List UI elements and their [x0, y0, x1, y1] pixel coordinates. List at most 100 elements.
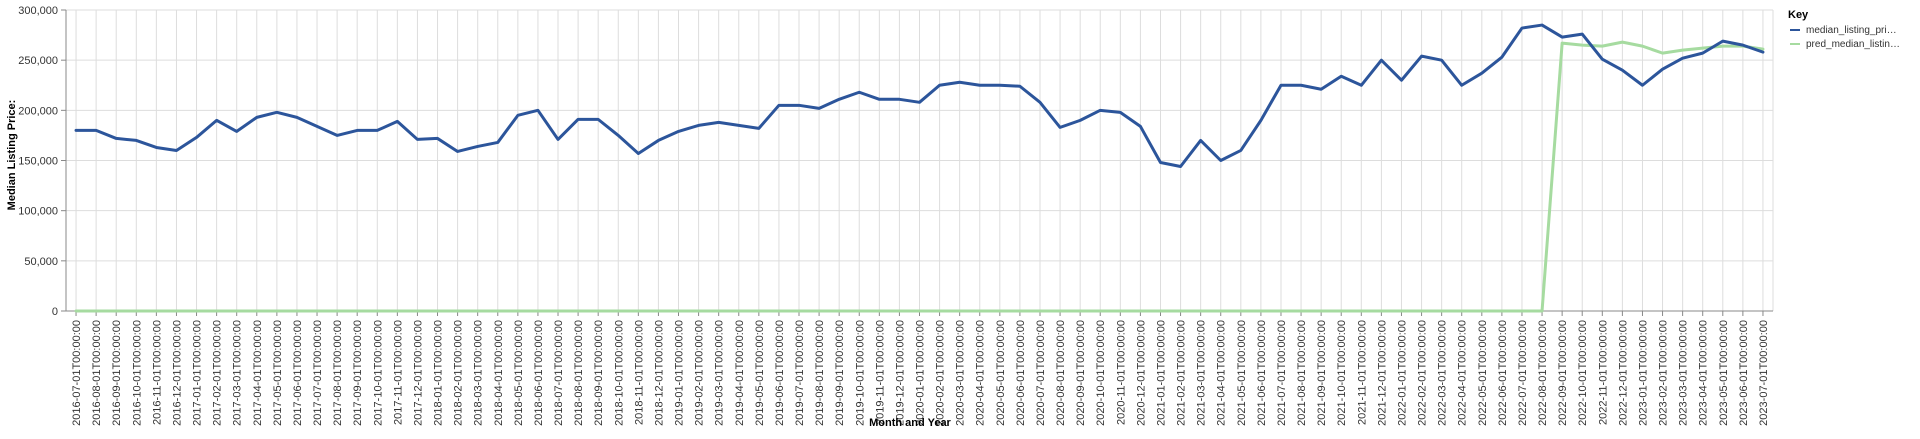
x-tick-label: 2019-05-01T00:00:00 [754, 320, 766, 426]
x-tick-label: 2020-09-01T00:00:00 [1075, 320, 1087, 426]
x-tick-label: 2023-04-01T00:00:00 [1698, 320, 1710, 426]
y-tick-label: 250,000 [18, 55, 58, 67]
x-tick-label: 2019-10-01T00:00:00 [854, 320, 866, 426]
y-tick-label: 50,000 [24, 256, 58, 268]
x-tick-label: 2018-08-01T00:00:00 [573, 320, 585, 426]
x-tick-label: 2020-08-01T00:00:00 [1055, 320, 1067, 426]
y-tick-label: 100,000 [18, 206, 58, 218]
x-tick-label: 2022-09-01T00:00:00 [1557, 320, 1569, 426]
x-tick-label: 2020-11-01T00:00:00 [1115, 320, 1127, 425]
x-tick-label: 2020-06-01T00:00:00 [1015, 320, 1027, 426]
x-tick-label: 2018-09-01T00:00:00 [593, 320, 605, 426]
x-tick-label: 2023-03-01T00:00:00 [1678, 320, 1690, 426]
x-tick-label: 2020-10-01T00:00:00 [1095, 320, 1107, 426]
x-tick-label: 2019-04-01T00:00:00 [734, 320, 746, 426]
x-tick-label: 2023-06-01T00:00:00 [1738, 320, 1750, 426]
y-axis-title: Median Listing Price: [6, 100, 18, 211]
x-tick-label: 2021-10-01T00:00:00 [1336, 320, 1348, 426]
x-tick-label: 2022-08-01T00:00:00 [1537, 320, 1549, 426]
x-tick-label: 2018-06-01T00:00:00 [533, 320, 545, 426]
x-tick-label: 2022-04-01T00:00:00 [1457, 320, 1469, 426]
x-tick-label: 2021-11-01T00:00:00 [1356, 320, 1368, 425]
x-tick-label: 2017-08-01T00:00:00 [332, 320, 344, 426]
legend-label: median_listing_pri… [1806, 25, 1897, 36]
x-tick-label: 2022-11-01T00:00:00 [1597, 320, 1609, 425]
x-tick-label: 2016-10-01T00:00:00 [131, 320, 143, 426]
x-tick-label: 2017-06-01T00:00:00 [292, 320, 304, 426]
x-tick-label: 2021-07-01T00:00:00 [1276, 320, 1288, 426]
x-tick-label: 2021-08-01T00:00:00 [1296, 320, 1308, 426]
grid [66, 9, 1774, 312]
x-tick-label: 2021-12-01T00:00:00 [1376, 320, 1388, 426]
x-tick-label: 2019-12-01T00:00:00 [894, 320, 906, 426]
x-tick-label: 2018-03-01T00:00:00 [473, 320, 485, 426]
x-tick-label: 2017-11-01T00:00:00 [392, 320, 404, 425]
y-tick-label: 0 [52, 306, 58, 318]
y-tick-label: 150,000 [18, 156, 58, 168]
x-tick-label: 2018-01-01T00:00:00 [433, 320, 445, 426]
x-tick-label: 2020-07-01T00:00:00 [1035, 320, 1047, 426]
x-tick-label: 2019-02-01T00:00:00 [694, 320, 706, 426]
legend-label: pred_median_listin… [1806, 39, 1900, 50]
x-tick-label: 2022-12-01T00:00:00 [1617, 320, 1629, 426]
x-tick-label: 2017-12-01T00:00:00 [412, 320, 424, 426]
series-lines [74, 23, 1765, 313]
legend: Key median_listing_pri… pred_median_listi… [1788, 9, 1900, 50]
x-tick-label: 2016-11-01T00:00:00 [151, 320, 163, 425]
x-tick-label: 2020-04-01T00:00:00 [975, 320, 987, 426]
x-tick-label: 2017-10-01T00:00:00 [372, 320, 384, 426]
x-tick-label: 2018-02-01T00:00:00 [453, 320, 465, 426]
x-tick-label: 2020-03-01T00:00:00 [955, 320, 967, 426]
y-tick-label: 200,000 [18, 105, 58, 117]
x-tick-label: 2021-04-01T00:00:00 [1216, 320, 1228, 426]
x-tick-label: 2021-01-01T00:00:00 [1155, 320, 1167, 426]
x-tick-label: 2019-09-01T00:00:00 [834, 320, 846, 426]
x-tick-label: 2019-11-01T00:00:00 [874, 320, 886, 425]
x-tick-label: 2021-03-01T00:00:00 [1196, 320, 1208, 426]
x-tick-label: 2023-02-01T00:00:00 [1658, 320, 1670, 426]
x-tick-label: 2020-02-01T00:00:00 [935, 320, 947, 426]
x-tick-label: 2019-07-01T00:00:00 [794, 320, 806, 426]
x-axis-title: Month and Year [869, 417, 951, 429]
x-tick-label: 2022-03-01T00:00:00 [1437, 320, 1449, 426]
x-tick-label: 2016-08-01T00:00:00 [91, 320, 103, 426]
x-tick-label: 2021-02-01T00:00:00 [1176, 320, 1188, 426]
x-tick-label: 2017-05-01T00:00:00 [272, 320, 284, 426]
x-tick-label: 2018-05-01T00:00:00 [513, 320, 525, 426]
x-tick-label: 2016-09-01T00:00:00 [111, 320, 123, 426]
legend-title: Key [1788, 9, 1809, 21]
x-tick-label: 2017-04-01T00:00:00 [252, 320, 264, 426]
x-tick-label: 2019-06-01T00:00:00 [774, 320, 786, 426]
x-tick-label: 2022-06-01T00:00:00 [1497, 320, 1509, 426]
x-tick-label: 2017-09-01T00:00:00 [352, 320, 364, 426]
x-tick-label: 2016-12-01T00:00:00 [171, 320, 183, 426]
x-tick-label: 2020-12-01T00:00:00 [1135, 320, 1147, 426]
x-tick-label: 2021-05-01T00:00:00 [1236, 320, 1248, 426]
x-tick-label: 2017-02-01T00:00:00 [212, 320, 224, 426]
x-tick-label: 2016-07-01T00:00:00 [71, 320, 83, 426]
x-tick-label: 2023-05-01T00:00:00 [1718, 320, 1730, 426]
x-tick-label: 2017-03-01T00:00:00 [232, 320, 244, 426]
x-tick-label: 2017-01-01T00:00:00 [192, 320, 204, 426]
x-tick-label: 2018-12-01T00:00:00 [653, 320, 665, 426]
x-tick-label: 2018-10-01T00:00:00 [613, 320, 625, 426]
x-tick-label: 2019-08-01T00:00:00 [814, 320, 826, 426]
y-tick-label: 300,000 [18, 5, 58, 17]
x-tick-label: 2019-03-01T00:00:00 [714, 320, 726, 426]
x-tick-label: 2019-01-01T00:00:00 [674, 320, 686, 426]
x-tick-label: 2022-02-01T00:00:00 [1417, 320, 1429, 426]
x-tick-label: 2023-07-01T00:00:00 [1758, 320, 1770, 426]
x-tick-label: 2022-05-01T00:00:00 [1477, 320, 1489, 426]
x-tick-label: 2020-05-01T00:00:00 [995, 320, 1007, 426]
x-tick-label: 2022-07-01T00:00:00 [1517, 320, 1529, 426]
x-tick-label: 2021-06-01T00:00:00 [1256, 320, 1268, 426]
x-tick-label: 2018-11-01T00:00:00 [633, 320, 645, 425]
x-tick-label: 2018-04-01T00:00:00 [493, 320, 505, 426]
x-tick-label: 2018-07-01T00:00:00 [553, 320, 565, 426]
x-tick-label: 2021-09-01T00:00:00 [1316, 320, 1328, 426]
x-tick-label: 2017-07-01T00:00:00 [312, 320, 324, 426]
axes: 0 50,000 100,000 150,000 200,000 250,000 300,0… [18, 5, 1773, 426]
x-tick-label: 2022-10-01T00:00:00 [1577, 320, 1589, 426]
